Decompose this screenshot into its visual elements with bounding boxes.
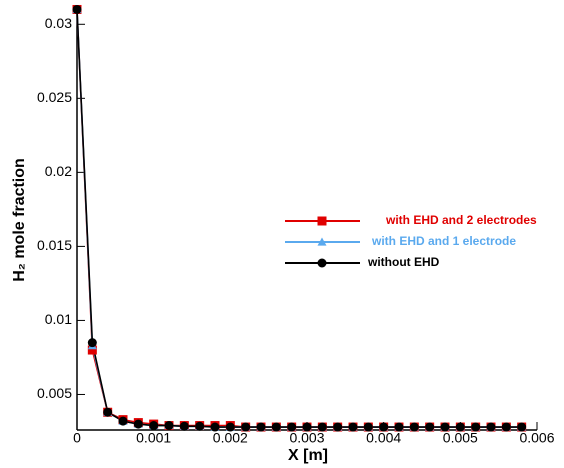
- y-tick-label: 0.025: [37, 89, 72, 105]
- marker: [440, 422, 450, 432]
- x-tick-label: 0.002: [213, 430, 248, 446]
- marker: [517, 422, 527, 432]
- marker: [501, 422, 511, 432]
- y-axis-label: H₂ mole fraction: [11, 158, 28, 282]
- marker: [317, 422, 327, 432]
- marker: [379, 422, 389, 432]
- marker: [348, 422, 358, 432]
- marker: [87, 345, 97, 355]
- marker: [164, 421, 174, 431]
- marker: [103, 407, 113, 417]
- marker: [333, 422, 343, 432]
- marker: [118, 416, 128, 426]
- marker: [256, 422, 266, 432]
- x-tick-label: 0: [73, 430, 81, 446]
- legend-marker: [317, 216, 327, 226]
- legend-label: with EHD and 1 electrode: [371, 234, 516, 248]
- marker: [486, 422, 496, 432]
- x-tick-label: 0.001: [136, 430, 171, 446]
- marker: [271, 422, 281, 432]
- marker: [425, 422, 435, 432]
- marker: [409, 422, 419, 432]
- x-tick-label: 0.003: [289, 430, 324, 446]
- marker: [287, 422, 297, 432]
- marker: [179, 421, 189, 431]
- marker: [241, 422, 251, 432]
- marker: [72, 4, 82, 14]
- y-tick-label: 0.015: [37, 237, 72, 253]
- x-tick-label: 0.005: [443, 430, 478, 446]
- marker: [87, 338, 97, 348]
- legend-marker: [317, 237, 327, 246]
- legend-label: with EHD and 2 electrodes: [385, 213, 537, 227]
- marker: [225, 422, 235, 432]
- marker: [455, 422, 465, 432]
- y-tick-label: 0.01: [45, 311, 72, 327]
- y-tick-label: 0.005: [37, 385, 72, 401]
- x-axis-label: X [m]: [288, 447, 328, 464]
- legend-label: without EHD: [367, 255, 440, 269]
- marker: [302, 422, 312, 432]
- marker: [133, 419, 143, 429]
- marker: [471, 422, 481, 432]
- marker: [149, 421, 159, 431]
- y-tick-label: 0.02: [45, 163, 72, 179]
- marker: [363, 422, 373, 432]
- x-tick-label: 0.006: [519, 430, 554, 446]
- marker: [210, 422, 220, 432]
- marker: [394, 422, 404, 432]
- marker: [195, 421, 205, 431]
- x-tick-label: 0.004: [366, 430, 401, 446]
- y-tick-label: 0.03: [45, 15, 72, 31]
- legend-marker: [317, 258, 327, 268]
